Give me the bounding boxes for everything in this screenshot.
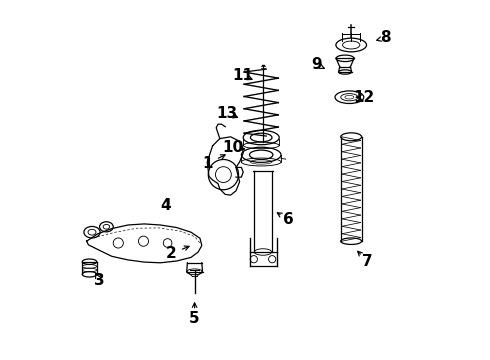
Text: 1: 1 <box>202 156 213 171</box>
Text: 7: 7 <box>362 253 373 269</box>
Text: 5: 5 <box>189 311 200 326</box>
Text: 8: 8 <box>380 30 391 45</box>
Text: 2: 2 <box>166 246 176 261</box>
Text: 10: 10 <box>222 140 243 155</box>
Text: 9: 9 <box>312 57 322 72</box>
Text: 6: 6 <box>283 212 294 227</box>
Text: 13: 13 <box>217 106 238 121</box>
Text: 12: 12 <box>353 90 374 105</box>
Text: 3: 3 <box>94 273 104 288</box>
Text: 11: 11 <box>233 68 254 83</box>
Text: 4: 4 <box>161 198 171 213</box>
